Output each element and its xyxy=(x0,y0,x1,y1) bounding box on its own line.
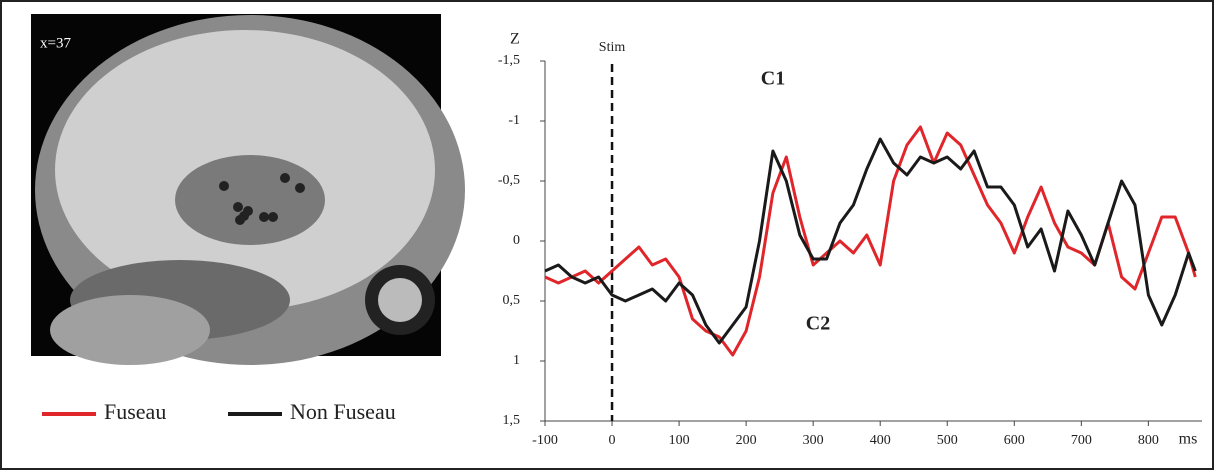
x-tick-label: 700 xyxy=(1071,433,1092,448)
y-tick-label: 0,5 xyxy=(503,293,521,308)
panel-label: x=37 xyxy=(40,35,71,51)
x-tick-label: -100 xyxy=(532,433,558,448)
y-axis-label: Z xyxy=(510,31,520,48)
x-tick-label: 500 xyxy=(937,433,958,448)
brain-image: x=37 xyxy=(31,14,465,365)
x-tick-label: 800 xyxy=(1138,433,1159,448)
x-tick-label: 400 xyxy=(870,433,891,448)
legend-label: Fuseau xyxy=(104,399,166,424)
x-tick-label: 200 xyxy=(736,433,757,448)
y-tick-label: 1,5 xyxy=(503,413,521,428)
stim-label: Stim xyxy=(599,40,626,55)
legend-label: Non Fuseau xyxy=(290,399,396,424)
y-tick-label: -0,5 xyxy=(498,173,520,188)
annotation: C1 xyxy=(761,68,785,90)
annotation: C2 xyxy=(806,313,830,335)
x-tick-label: 300 xyxy=(803,433,824,448)
x-tick-label: 0 xyxy=(609,433,616,448)
y-tick-label: 1 xyxy=(513,353,520,368)
series-line xyxy=(544,137,1197,345)
legend: Fuseau Non Fuseau xyxy=(42,399,396,424)
y-tick-label: 0 xyxy=(513,233,520,248)
x-tick-label: 600 xyxy=(1004,433,1025,448)
y-tick-label: -1,5 xyxy=(498,53,520,68)
x-tick-label: 100 xyxy=(669,433,690,448)
y-tick-label: -1 xyxy=(508,113,520,128)
x-axis-label: ms xyxy=(1179,431,1198,448)
